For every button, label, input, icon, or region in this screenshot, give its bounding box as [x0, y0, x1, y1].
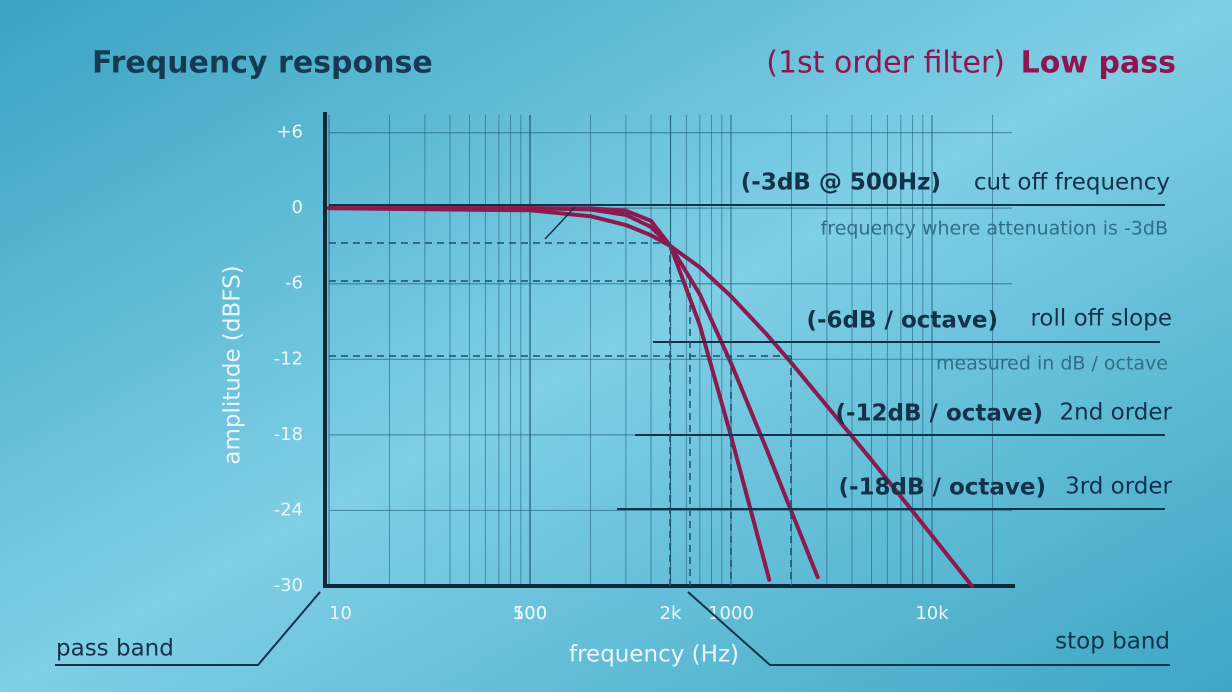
- cutoff-label: cut off frequency: [974, 170, 1170, 196]
- second-label: 2nd order: [1060, 400, 1173, 426]
- stop-band-label: stop band: [1055, 629, 1170, 655]
- slope-note: measured in dB / octave: [936, 353, 1168, 375]
- third-label: 3rd order: [1065, 474, 1172, 500]
- x-tick-label: 500: [513, 603, 547, 624]
- subtitle: (1st order filter): [766, 46, 1005, 81]
- slope-label: roll off slope: [1030, 306, 1172, 332]
- response-curve: [327, 206, 974, 588]
- y-tick-label: -12: [274, 348, 303, 369]
- second-value: (-12dB / octave): [835, 401, 1043, 427]
- x-tick-label: 10k: [915, 603, 949, 624]
- response-curve: [327, 206, 772, 582]
- guide-lines: [329, 242, 792, 586]
- y-tick-label: 0: [292, 197, 303, 218]
- y-tick-label: -6: [285, 273, 303, 294]
- x-tick-label: 10: [329, 603, 352, 624]
- slope-value: (-6dB / octave): [806, 308, 998, 334]
- x-tick-label: 1000: [708, 603, 754, 624]
- x-axis-label: frequency (Hz): [569, 642, 739, 668]
- y-tick-label: +6: [276, 122, 303, 143]
- pass-band-label: pass band: [56, 636, 174, 662]
- filter-type: Low pass: [1021, 46, 1176, 81]
- third-value: (-18dB / octave): [838, 475, 1046, 501]
- y-tick-label: -18: [274, 424, 303, 445]
- y-axis-label: amplitude (dBFS): [220, 265, 246, 464]
- y-tick-label: -24: [274, 499, 303, 520]
- annotation-lines: [55, 204, 1170, 666]
- x-tick-label: 100: [513, 603, 547, 624]
- cutoff-value: (-3dB @ 500Hz): [741, 170, 941, 196]
- x-tick-label: 2k: [660, 603, 682, 624]
- cutoff-note: frequency where attenuation is -3dB: [821, 218, 1168, 240]
- chart-title: Frequency response: [92, 46, 433, 81]
- y-tick-label: -30: [274, 575, 303, 596]
